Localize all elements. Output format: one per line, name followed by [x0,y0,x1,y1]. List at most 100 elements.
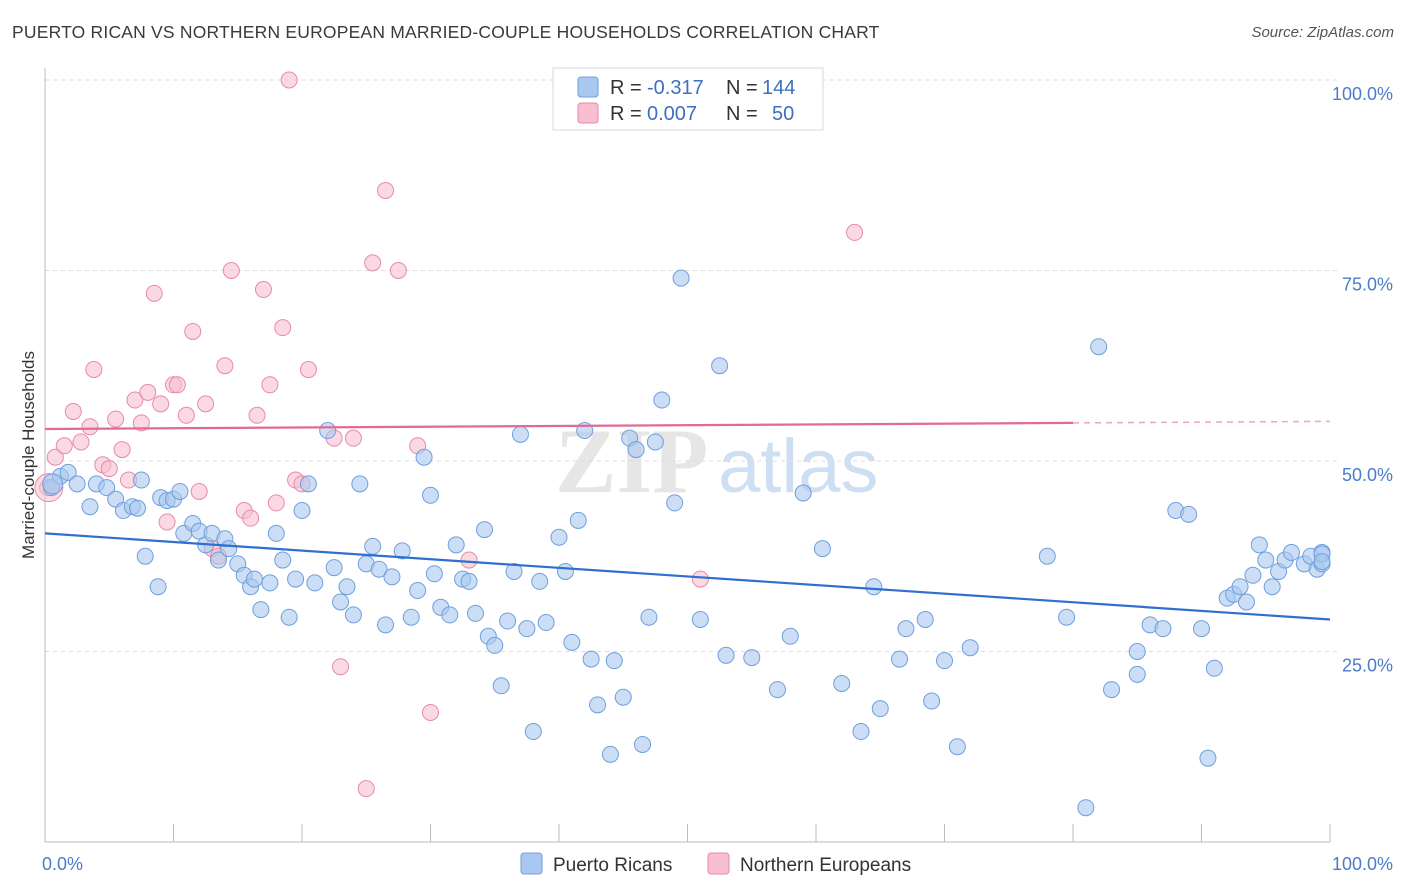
legend-n-label: N = [726,77,758,99]
point-northern-european [460,551,478,569]
legend-bottom-swatch-blue [520,852,543,875]
point-puerto-rican [691,610,709,628]
point-puerto-rican [132,471,150,489]
source-label: Source: ZipAtlas.com [1251,24,1394,41]
point-puerto-rican [531,572,549,590]
point-puerto-rican [338,578,356,596]
legend-bottom-label: Puerto Ricans [553,855,672,876]
legend-r-value: 0.007 [647,103,697,125]
point-puerto-rican [441,606,459,624]
point-puerto-rican [1250,536,1268,554]
point-puerto-rican [98,479,116,497]
point-northern-european [344,429,362,447]
point-puerto-rican [475,521,493,539]
point-puerto-rican [245,570,263,588]
point-northern-european [280,71,298,89]
point-puerto-rican [601,745,619,763]
point-puerto-rican [672,269,690,287]
point-puerto-rican [267,524,285,542]
point-puerto-rican [486,636,504,654]
point-puerto-rican [794,484,812,502]
point-puerto-rican [377,616,395,634]
point-puerto-rican [460,572,478,590]
point-northern-european [168,376,186,394]
point-puerto-rican [1237,593,1255,611]
point-puerto-rican [627,441,645,459]
x-tick-label: 0.0% [42,854,83,874]
legend-r-label: R = [610,77,642,99]
point-northern-european [377,181,395,199]
point-puerto-rican [319,422,337,440]
point-northern-european [100,460,118,478]
point-northern-european [216,357,234,375]
point-northern-european [261,376,279,394]
point-northern-european [139,383,157,401]
point-puerto-rican [81,498,99,516]
point-puerto-rican [466,604,484,622]
point-northern-european [152,395,170,413]
point-puerto-rican [306,574,324,592]
legend-top: R = -0.317 N = 144 R = 0.007 N = 50 [552,67,824,131]
point-northern-european [197,395,215,413]
point-puerto-rican [614,688,632,706]
point-puerto-rican [582,650,600,668]
point-northern-european [267,494,285,512]
legend-swatch-blue [577,76,599,98]
point-puerto-rican [653,391,671,409]
point-puerto-rican [717,646,735,664]
legend-bottom: Puerto Ricans Northern Europeans [520,852,911,876]
legend-n-value: 144 [762,77,795,99]
point-puerto-rican [563,633,581,651]
point-puerto-rican [634,735,652,753]
point-puerto-rican [344,606,362,624]
point-puerto-rican [1257,551,1275,569]
point-puerto-rican [871,700,889,718]
point-puerto-rican [1244,566,1262,584]
point-puerto-rican [332,593,350,611]
point-puerto-rican [768,681,786,699]
point-puerto-rican [1128,665,1146,683]
y-tick-label: 25.0% [1342,656,1393,676]
point-puerto-rican [1263,578,1281,596]
point-northern-european [242,509,260,527]
series-northern-europeans-points [34,71,864,798]
point-puerto-rican [1180,505,1198,523]
point-puerto-rican [813,540,831,558]
point-puerto-rican [422,486,439,504]
point-puerto-rican [68,475,86,493]
legend-r-label: R = [610,103,642,125]
point-puerto-rican [129,499,147,517]
series-puerto-ricans-points [42,269,1331,817]
point-puerto-rican [891,650,909,668]
legend-bottom-swatch-pink [707,852,730,875]
point-puerto-rican [1058,608,1076,626]
point-puerto-rican [852,723,870,741]
point-puerto-rican [605,652,623,670]
trend-line-puerto-ricans [44,532,1331,621]
legend-n-label: N = [726,103,758,125]
point-northern-european [72,433,90,451]
point-puerto-rican [781,627,799,645]
point-puerto-rican [1077,799,1095,817]
point-puerto-rican [936,652,953,670]
point-puerto-rican [711,357,729,375]
point-puerto-rican [393,542,411,560]
point-northern-european [55,437,73,455]
y-axis-title: Married-couple Households [19,351,38,559]
point-puerto-rican [550,528,568,546]
point-puerto-rican [425,565,443,583]
point-northern-european [364,254,382,272]
axes [44,68,1331,843]
point-northern-european [357,780,375,798]
point-puerto-rican [1205,659,1223,677]
point-northern-european [274,319,292,337]
point-puerto-rican [59,463,77,481]
point-puerto-rican [149,578,167,596]
point-northern-european [254,281,272,299]
point-puerto-rican [916,610,934,628]
point-puerto-rican [1038,547,1056,565]
point-puerto-rican [1090,338,1108,356]
point-puerto-rican [1231,578,1249,596]
point-northern-european [85,361,103,379]
